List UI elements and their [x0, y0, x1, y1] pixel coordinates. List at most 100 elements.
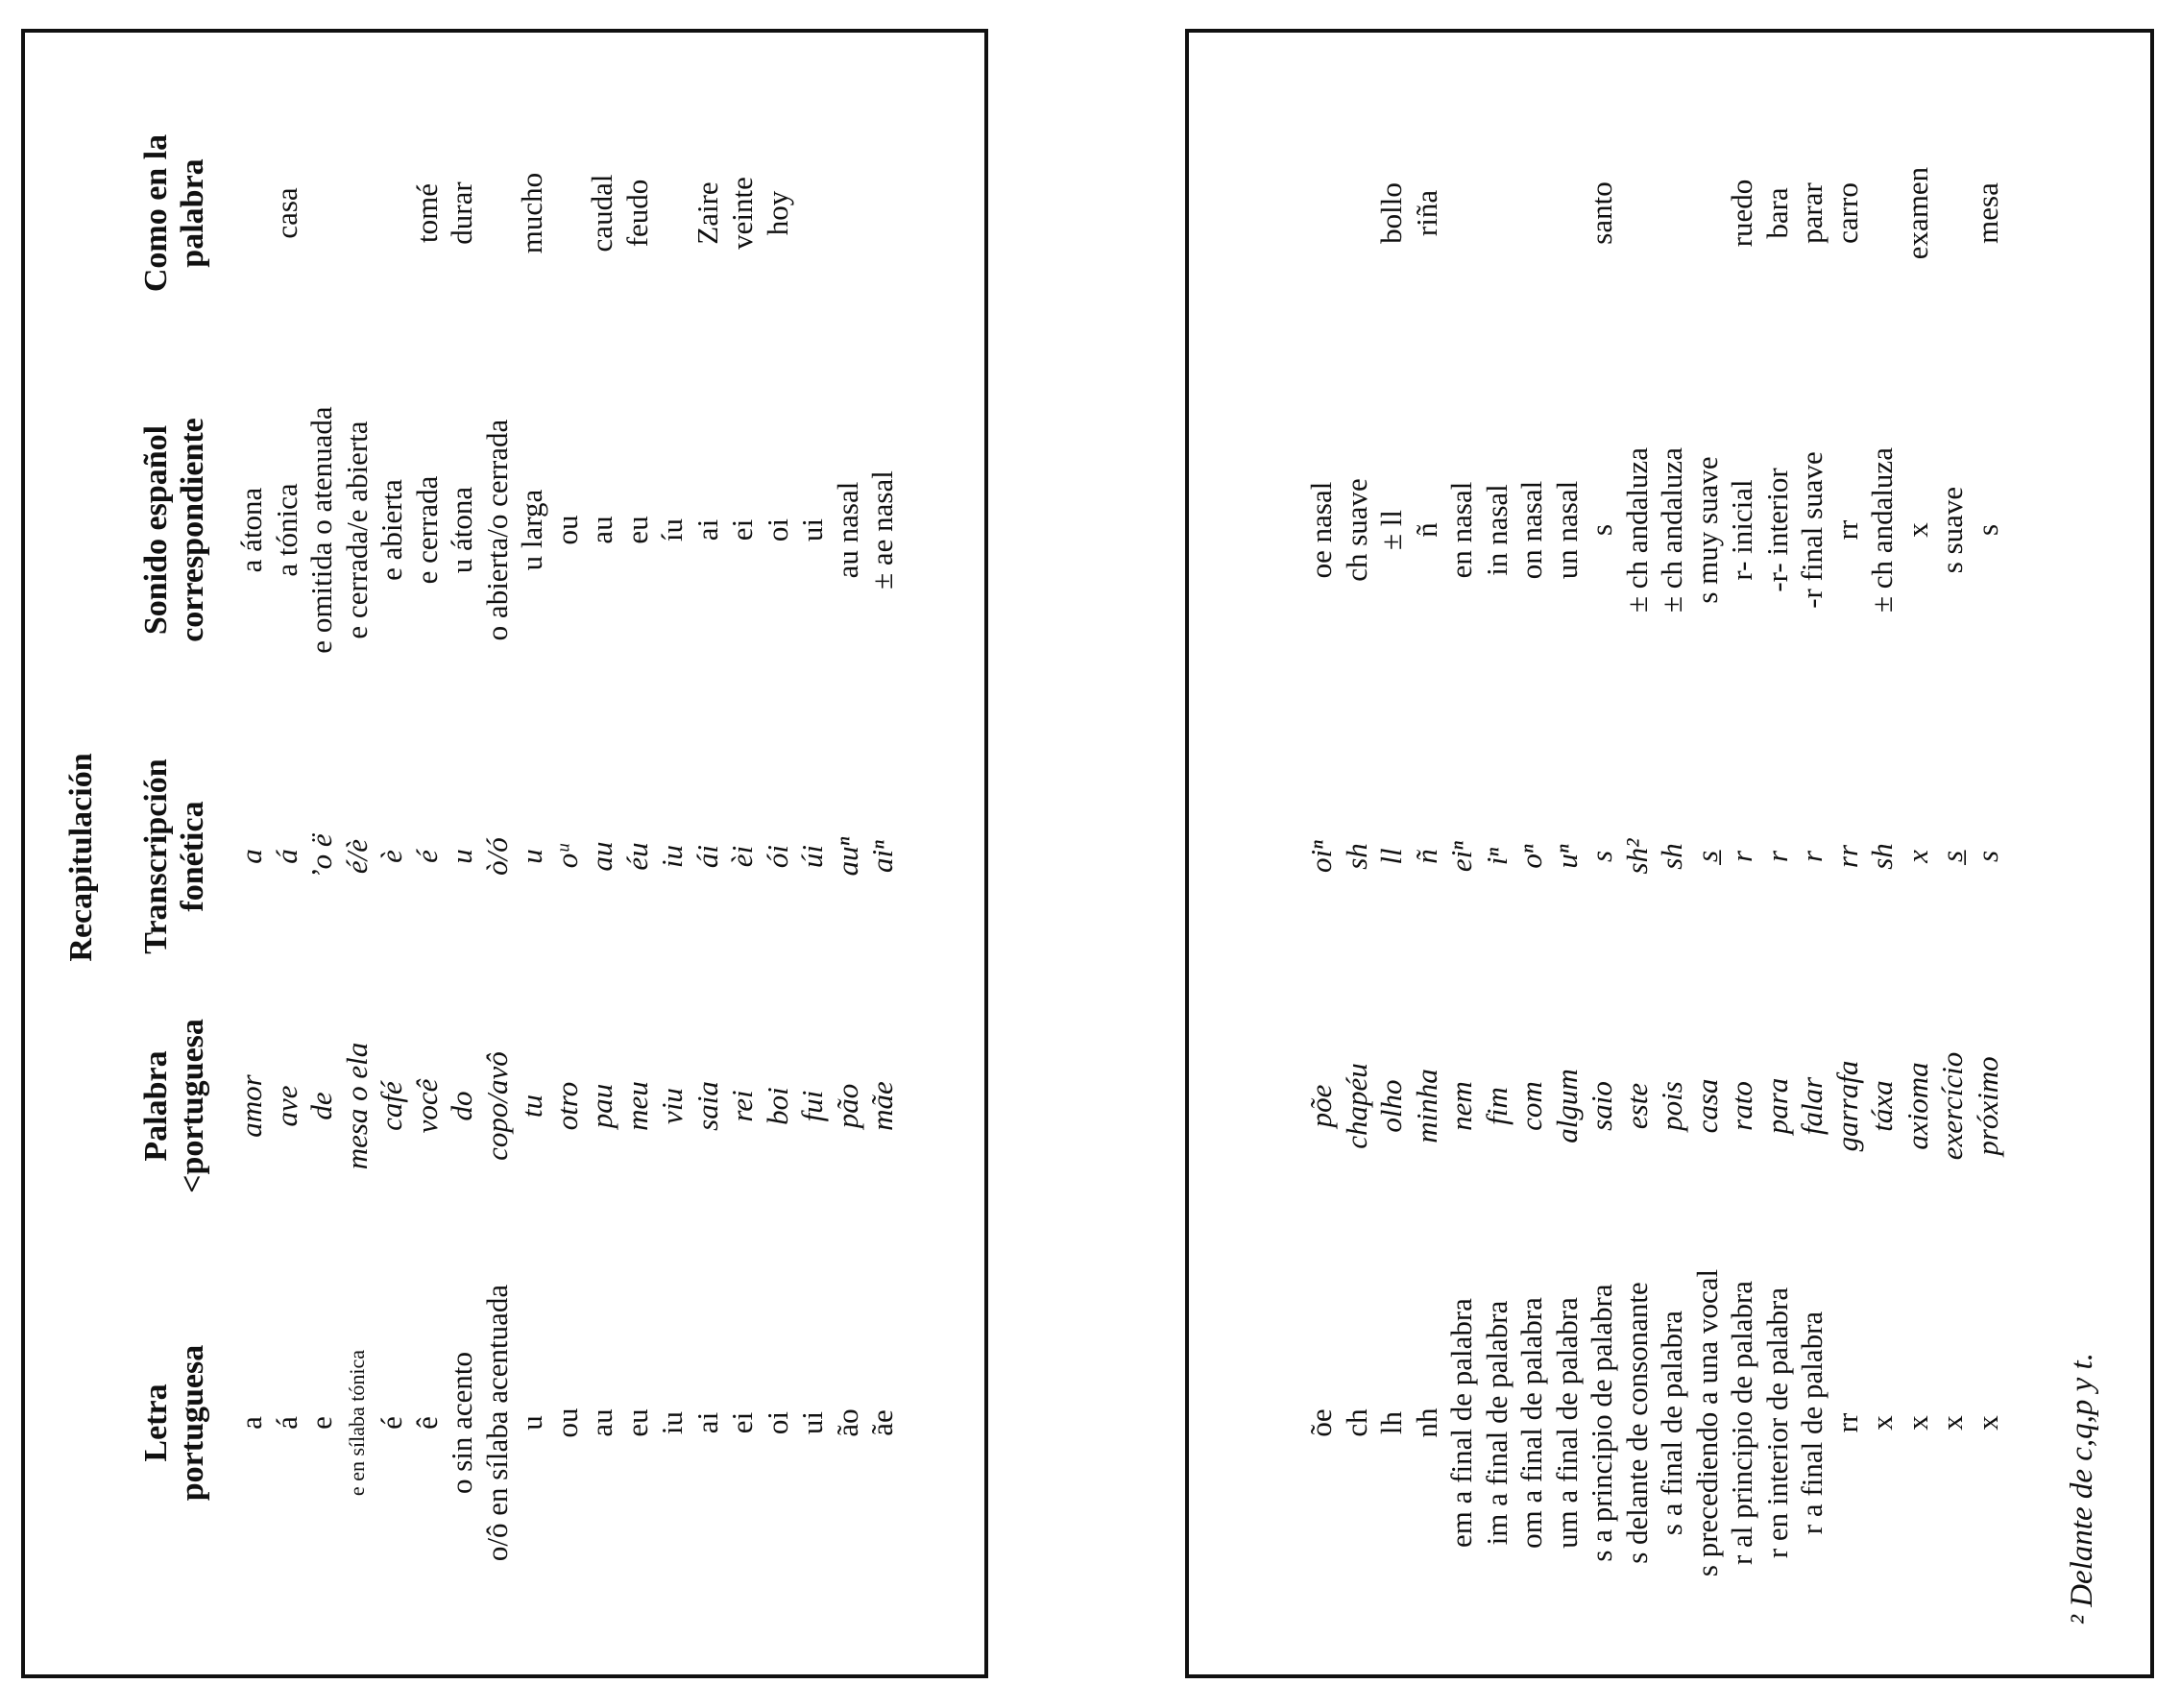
cell-letra: ch	[1339, 1408, 1373, 1437]
header-line: palabra	[175, 158, 210, 268]
cell-palabra: café	[375, 1081, 408, 1131]
cell-transcripcion: auⁿ	[830, 836, 864, 877]
cell-como	[550, 88, 586, 338]
cell-transcripcion: ò/ó	[479, 837, 514, 876]
cell-sonido: ± ch andaluza	[1655, 447, 1688, 613]
cell-sonido: ch suave	[1339, 478, 1373, 582]
cell-sonido: ou	[549, 515, 584, 545]
cell-transcripcion: x	[1900, 850, 1934, 863]
header-line: Sonido español	[138, 424, 174, 636]
cell-transcripcion: a	[234, 849, 268, 864]
cell-sonido: en nasal	[1444, 481, 1478, 579]
cell-palabra: tu	[515, 1094, 548, 1119]
cell-sonido: un nasal	[1549, 480, 1584, 580]
column-letra: Letra portuguesa a á e e en sílaba tónica é ê o …	[138, 1221, 901, 1624]
cell-palabra: algum	[1549, 1069, 1584, 1143]
cell-palabra: minha	[1409, 1069, 1443, 1143]
cell-palabra: meu	[619, 1081, 654, 1131]
cell-letra: s a principio de palabra	[1585, 1284, 1618, 1562]
cell-palabra: põe	[1304, 1084, 1338, 1128]
cell-sonido: rr	[1829, 519, 1864, 541]
cell-letra: nh	[1409, 1407, 1443, 1438]
cell-como: riña	[1409, 189, 1443, 237]
header-line: Como en la	[138, 133, 174, 293]
header-sonido: Sonido español correspondiente	[138, 338, 211, 722]
cell-como	[655, 88, 690, 338]
cell-como	[1655, 88, 1690, 338]
cell-sonido: ei	[725, 518, 759, 541]
cell-transcripcion: iⁿ	[1479, 847, 1514, 866]
header-line: Letra	[138, 1383, 174, 1462]
cell-sonido: o abierta/o cerrada	[479, 419, 514, 641]
cell-letra: á	[269, 1416, 303, 1430]
cell-transcripcion: au	[585, 841, 618, 872]
cell-como	[340, 88, 375, 338]
cell-palabra: boi	[760, 1087, 794, 1125]
cell-sonido: s muy suave	[1689, 456, 1724, 604]
cell-palabra: olho	[1374, 1079, 1408, 1133]
column-palabra: Palabra <portuguesa amor ave de mesa o ela caf…	[138, 991, 901, 1221]
cell-sonido: au	[585, 516, 618, 544]
cell-como: feudo	[619, 179, 654, 248]
cell-como	[1514, 88, 1550, 338]
column-transcripcion: oiⁿ sh ll ñ eiⁿ iⁿ oⁿ uⁿ s sh² sh s̲ r r r rr sh x s̲ s	[1304, 722, 2005, 991]
cell-palabra: saia	[690, 1081, 724, 1131]
cell-sonido: au nasal	[830, 481, 864, 579]
cell-letra: oi	[760, 1410, 794, 1435]
left-page-content: Recapitulación Letra portuguesa a á e e en sí…	[25, 33, 984, 1674]
cell-transcripcion: ái	[690, 844, 724, 869]
header-como: Como en la palabra	[138, 88, 211, 338]
cell-como	[1690, 88, 1726, 338]
cell-transcripcion: iu	[655, 844, 689, 869]
cell-sonido: r- inicial	[1725, 479, 1758, 581]
cell-transcripcion: s̲	[1689, 850, 1724, 863]
cell-palabra: próximo	[1970, 1056, 2004, 1156]
cell-sonido: u átona	[445, 486, 478, 574]
page-title: Recapitulación	[63, 753, 99, 962]
cell-palabra: com	[1514, 1081, 1548, 1131]
cell-como: ruedo	[1725, 179, 1758, 248]
cell-como	[831, 88, 866, 338]
cell-palabra: ave	[269, 1085, 303, 1127]
cell-sonido: oi	[760, 517, 794, 542]
cell-sonido: s	[1970, 523, 2004, 537]
cell-como: caudal	[585, 174, 618, 253]
cell-transcripcion: úi	[795, 844, 829, 869]
cell-letra: e	[304, 1416, 338, 1430]
cell-transcripcion: eiⁿ	[1444, 840, 1478, 873]
cell-palabra: pão	[830, 1083, 864, 1129]
cell-letra: o/ô en sílaba acentuada	[479, 1284, 514, 1562]
cell-transcripcion: oᵘ	[549, 844, 584, 869]
cell-letra: ou	[549, 1407, 584, 1438]
cell-como	[1480, 88, 1515, 338]
cell-sonido: ui	[795, 517, 829, 542]
cell-transcripcion: s	[1585, 850, 1618, 863]
cell-como	[304, 88, 340, 338]
cell-como: bara	[1759, 187, 1794, 239]
cell-palabra: do	[445, 1091, 478, 1121]
cell-palabra: você	[409, 1078, 444, 1134]
cell-como	[795, 88, 831, 338]
right-page-panel: õe ch lh nh em a final de palabra im a final …	[1185, 29, 2154, 1678]
cell-letra: e en sílaba tónica	[344, 1349, 369, 1497]
cell-transcripcion: sh²	[1619, 838, 1654, 875]
cell-transcripcion: oⁿ	[1514, 844, 1548, 869]
column-como: bollo riña santo ruedo bara parar carro exam…	[1304, 88, 2005, 338]
cell-letra: om a final de palabra	[1514, 1297, 1548, 1549]
cell-sonido: a tónica	[269, 483, 303, 577]
cell-sonido: ñ	[1409, 522, 1443, 538]
cell-letra: s a final de palabra	[1655, 1310, 1688, 1536]
cell-transcripcion: á	[269, 849, 303, 864]
cell-letra: o sin acento	[445, 1351, 478, 1495]
cell-palabra: nem	[1444, 1081, 1478, 1131]
cell-sonido: in nasal	[1479, 484, 1514, 576]
cell-transcripcion: sh	[1865, 843, 1899, 870]
cell-sonido: ± ch andaluza	[1619, 447, 1654, 613]
header-letra: Letra portuguesa	[138, 1221, 211, 1624]
cell-transcripcion: é/è	[339, 838, 374, 875]
cell-palabra: otro	[549, 1081, 584, 1131]
cell-sonido: e omitida o atenuada	[304, 406, 338, 654]
cell-como	[480, 88, 516, 338]
cell-transcripcion: r	[1759, 850, 1794, 863]
cell-transcripcion: r	[1795, 850, 1829, 863]
